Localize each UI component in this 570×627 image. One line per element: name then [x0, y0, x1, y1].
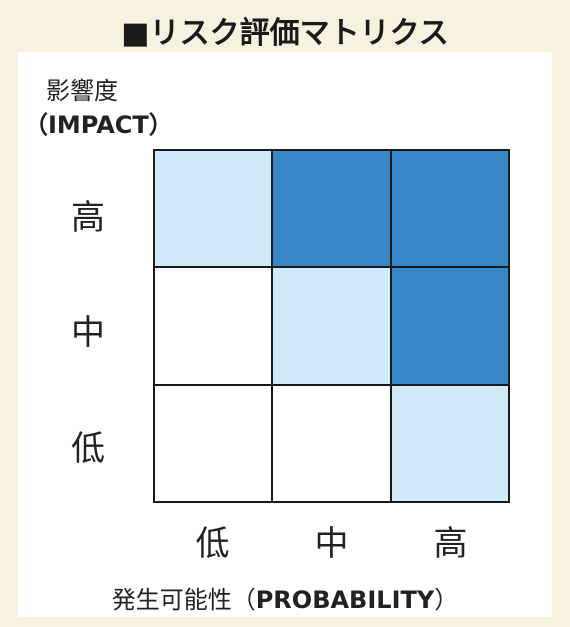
x-axis-label-en: PROBABILITY	[255, 586, 435, 614]
x-axis-paren-close: ）	[434, 586, 459, 614]
x-axis-paren-open: （	[231, 586, 256, 614]
page-title: ■リスク評価マトリクス	[121, 16, 449, 51]
matrix-cell-r1-c1	[272, 267, 391, 385]
matrix-cell-r2-c2	[390, 384, 509, 502]
matrix-cell-r2-c1	[272, 384, 391, 502]
y-axis-label-jp: 影響度	[46, 77, 118, 105]
row-label-low: 低	[71, 429, 105, 469]
y-axis-label: 影響度 （IMPACT）	[24, 74, 174, 142]
col-label-mid: 中	[314, 524, 349, 564]
matrix-cell-r0-c0	[154, 150, 273, 268]
matrix-cell-r2-c0	[154, 384, 273, 502]
x-axis-label: 発生可能性（PROBABILITY）	[0, 580, 570, 615]
row-label-high: 高	[71, 198, 105, 238]
row-label-mid: 中	[71, 313, 105, 353]
matrix-cell-r0-c2	[390, 150, 509, 268]
matrix-cell-r1-c0	[154, 267, 273, 385]
col-label-low: 低	[195, 524, 230, 564]
matrix-cell-r1-c2	[390, 267, 509, 385]
y-axis-label-en: （IMPACT）	[24, 108, 174, 142]
col-label-high: 高	[433, 524, 468, 564]
risk-matrix-grid	[153, 149, 510, 503]
y-axis-label-en-text: （IMPACT）	[24, 111, 173, 139]
x-axis-label-jp: 発生可能性	[111, 586, 232, 614]
matrix-cell-r0-c1	[272, 150, 391, 268]
